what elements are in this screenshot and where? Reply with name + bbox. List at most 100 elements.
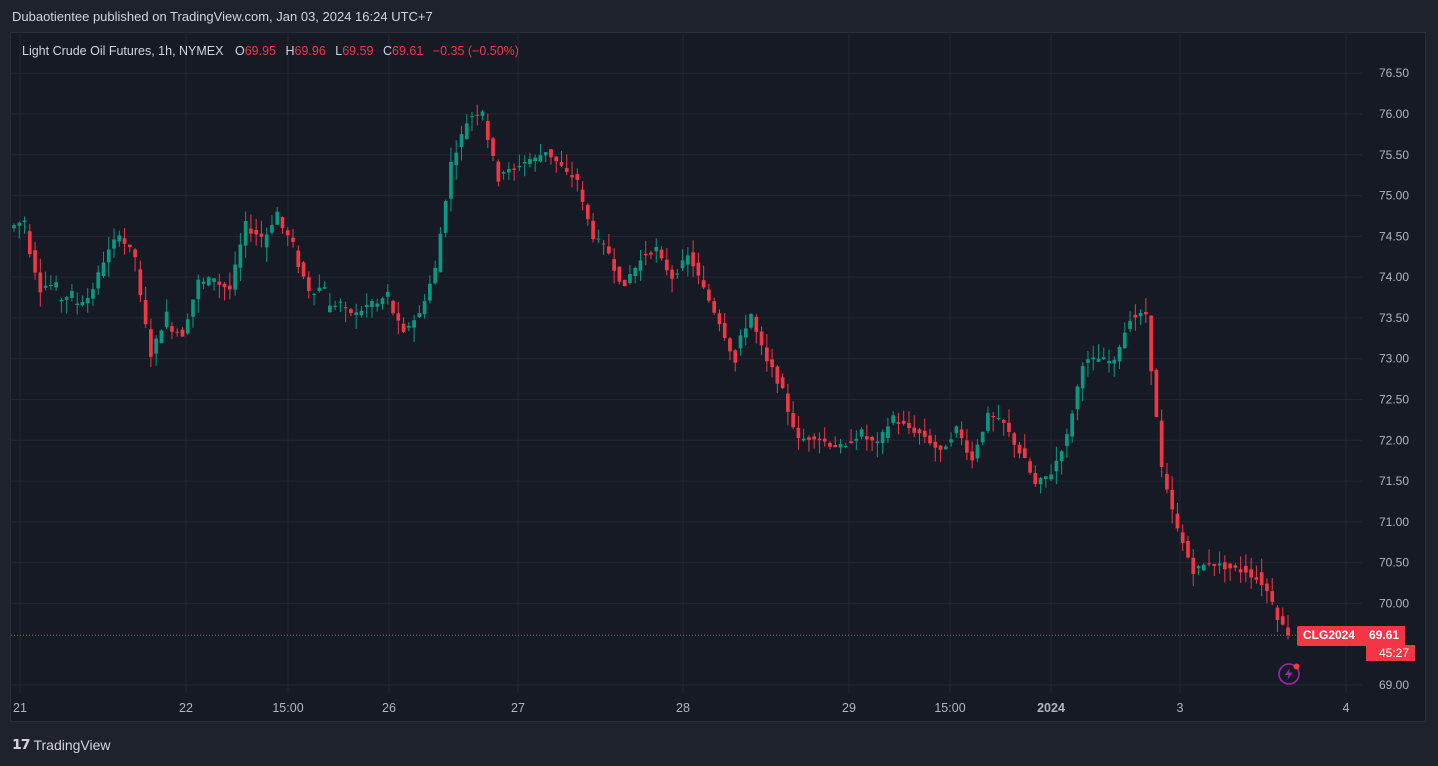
candle-body — [801, 438, 806, 441]
candle-body — [691, 252, 695, 267]
price-tag-symbol: CLG2024 — [1297, 626, 1362, 646]
candle-body — [391, 300, 395, 314]
candle-body — [422, 301, 427, 315]
candle-body — [64, 297, 69, 300]
legend-low: 69.59 — [342, 44, 374, 58]
candle-body — [412, 320, 416, 328]
candle-body — [149, 329, 153, 357]
y-tick-label: 74.50 — [1379, 229, 1409, 243]
candle-body — [464, 123, 469, 139]
footer-brand[interactable]: ⁠𝟭𝟳 TradingView — [12, 736, 111, 753]
candle-body — [438, 233, 443, 273]
candle-body — [328, 305, 332, 313]
candle-body — [970, 451, 974, 461]
candle-body — [517, 165, 522, 168]
flash-icon[interactable] — [1277, 662, 1301, 686]
candle-body — [1238, 569, 1243, 573]
candle-body — [938, 445, 943, 450]
price-axis[interactable]: 76.50 76.00 75.50 75.00 74.50 74.00 73.50 73.00… — [1379, 66, 1409, 692]
candle-body — [33, 250, 37, 273]
candle-body — [1217, 563, 1222, 566]
candle-body — [749, 313, 753, 328]
candle-body — [1059, 451, 1064, 462]
x-tick-label: 4 — [1343, 701, 1350, 715]
candle-body — [738, 335, 743, 349]
legend-close-label: C — [382, 44, 393, 58]
candle-body — [891, 415, 896, 423]
x-tick-label: 26 — [382, 701, 396, 715]
candle-body — [454, 152, 459, 166]
candle-body — [1122, 332, 1127, 349]
candle-body — [791, 413, 795, 428]
candle-body — [654, 246, 659, 252]
legend-open-label: O — [234, 44, 245, 58]
candle-body — [1138, 312, 1143, 317]
time-axis[interactable]: 21 22 15:00 26 27 28 29 15:00 2024 3 4 — [13, 701, 1349, 715]
legend-low-label: L — [335, 44, 343, 58]
candle-body — [1280, 616, 1285, 625]
candle-body — [617, 266, 622, 282]
candle-body — [870, 436, 874, 441]
candle-body — [1175, 513, 1180, 529]
candle-body — [1201, 564, 1206, 571]
candle-body — [1112, 359, 1117, 364]
y-tick-label: 70.50 — [1379, 556, 1409, 570]
candle-body — [612, 259, 616, 271]
candle-body — [1254, 577, 1259, 580]
candle-body — [643, 253, 648, 256]
candle-body — [728, 338, 732, 352]
candle-body — [301, 262, 306, 277]
candle-body — [1207, 563, 1211, 565]
candle-body — [807, 437, 811, 440]
candle-body — [343, 307, 348, 309]
candle-body — [1249, 569, 1253, 578]
tradingview-logo-icon: ⁠𝟭𝟳 — [12, 736, 31, 752]
candle-body — [849, 441, 853, 444]
candle-body — [43, 285, 48, 288]
candle-body — [875, 441, 880, 444]
candle-body — [212, 278, 216, 282]
candle-body — [417, 313, 422, 318]
candle-body — [1038, 478, 1043, 485]
candle-body — [670, 269, 674, 279]
candle-body — [1028, 461, 1032, 473]
candle-body — [796, 427, 801, 439]
candle-body — [549, 149, 553, 158]
candle-body — [485, 120, 490, 141]
candle-body — [59, 300, 64, 302]
chart-frame[interactable] — [10, 32, 1426, 722]
candle-body — [470, 116, 474, 118]
candle-body — [259, 233, 264, 237]
candle-body — [1159, 420, 1164, 468]
candle-body — [270, 225, 274, 233]
candle-body — [991, 415, 996, 418]
candle-body — [249, 228, 253, 234]
candle-body — [912, 427, 917, 433]
candle-body — [822, 438, 827, 442]
candle-body — [164, 311, 169, 328]
candle-body — [85, 298, 90, 304]
candle-body — [70, 290, 74, 298]
candle-body — [622, 279, 627, 287]
candle-body — [880, 432, 885, 444]
candle-body — [296, 250, 301, 268]
candle-body — [786, 393, 790, 412]
candle-body — [180, 329, 185, 337]
candle-body — [1165, 473, 1169, 490]
candle-body — [1212, 563, 1217, 566]
candle-body — [106, 249, 111, 263]
candle-body — [1270, 591, 1275, 602]
legend-close: 69.61 — [392, 44, 424, 58]
candle-body — [1144, 312, 1148, 315]
candle-body — [406, 325, 411, 328]
x-tick-label: 2024 — [1037, 701, 1065, 715]
candle-body — [1286, 627, 1290, 636]
candle-body — [733, 350, 738, 363]
candle-body — [380, 298, 385, 304]
candle-body — [628, 273, 632, 284]
candle-body — [1154, 369, 1159, 417]
candle-body — [559, 162, 564, 166]
candle-body — [575, 174, 580, 180]
y-tick-label: 71.00 — [1379, 515, 1409, 529]
